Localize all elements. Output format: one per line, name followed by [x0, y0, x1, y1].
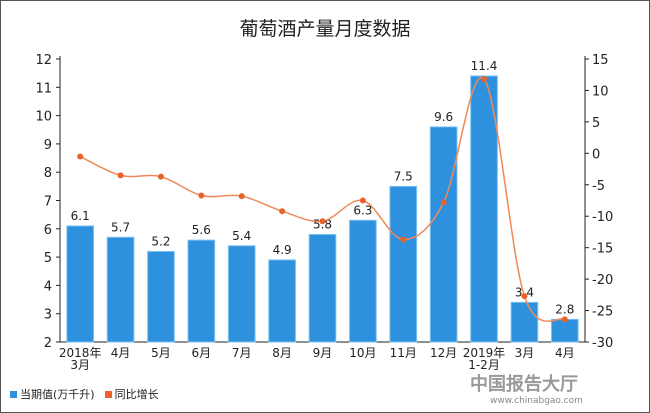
- watermark: 中国报告大厅 www.chinabgao.com: [470, 370, 583, 406]
- bar: [268, 259, 296, 343]
- x-tick-label: 4月: [111, 346, 131, 360]
- bar-label: 5.6: [192, 223, 211, 237]
- y2-tick-label: -10: [592, 210, 613, 225]
- growth-point: [77, 153, 84, 160]
- bar: [66, 225, 95, 343]
- legend-line[interactable]: 同比增长: [104, 386, 159, 402]
- y2-tick-label: -15: [592, 242, 613, 257]
- watermark-url: www.chinabgao.com: [490, 396, 583, 406]
- bar-label: 2.8: [555, 302, 574, 316]
- bar-label: 5.4: [232, 229, 251, 243]
- y-tick-label: 4: [44, 279, 52, 294]
- x-tick-label: 5月: [151, 346, 171, 360]
- growth-point: [440, 199, 447, 206]
- y2-tick-label: 5: [592, 116, 600, 131]
- y-tick-label: 6: [44, 223, 52, 238]
- bar: [147, 250, 175, 343]
- legend: 当期值(万千升) 同比增长: [10, 386, 159, 402]
- growth-point: [238, 193, 245, 200]
- x-tick-label: 2019年: [463, 346, 506, 360]
- growth-line: [79, 76, 566, 322]
- x-tick-label: 3月: [515, 346, 535, 360]
- growth-point: [521, 293, 528, 300]
- bar-label: 5.7: [111, 220, 130, 234]
- y-tick-label: 10: [35, 110, 52, 125]
- y2-tick-label: 10: [592, 84, 609, 99]
- y2-tick-label: 15: [592, 53, 609, 68]
- bar-label: 7.5: [394, 169, 413, 183]
- legend-bar-swatch: [10, 391, 17, 398]
- bar: [389, 185, 418, 343]
- y-tick-label: 12: [35, 53, 52, 68]
- y-tick-label: 3: [44, 308, 52, 323]
- y-tick-label: 9: [44, 138, 52, 153]
- y-tick-label: 5: [44, 251, 52, 266]
- x-tick-label: 8月: [272, 346, 292, 360]
- bar-label: 5.2: [151, 234, 170, 248]
- x-tick-label: 4月: [555, 346, 575, 360]
- x-tick-label: 1-2月: [468, 358, 500, 372]
- y2-tick-label: 0: [592, 147, 600, 162]
- bar-label: 6.3: [353, 203, 372, 217]
- y-tick-label: 8: [44, 166, 52, 181]
- bar: [106, 236, 135, 343]
- bar-label: 9.6: [434, 110, 453, 124]
- growth-point: [481, 76, 488, 83]
- watermark-name: 中国报告大厅: [470, 374, 578, 395]
- chart-title: 葡萄酒产量月度数据: [239, 18, 411, 40]
- bar-label: 11.4: [471, 59, 498, 73]
- growth-point: [319, 218, 326, 225]
- bar: [349, 219, 377, 343]
- legend-bar-label: 当期值(万千升): [20, 388, 95, 401]
- bar-label: 3.4: [515, 285, 534, 299]
- growth-point: [117, 172, 124, 179]
- growth-point: [400, 236, 407, 243]
- x-tick-label: 6月: [192, 346, 212, 360]
- y2-tick-label: -5: [592, 179, 605, 194]
- y-tick-label: 2: [44, 336, 52, 351]
- bar-label: 4.9: [273, 243, 292, 257]
- bar: [187, 239, 216, 343]
- y2-tick-label: -25: [592, 305, 613, 320]
- bar-label: 6.1: [71, 209, 90, 223]
- growth-point: [157, 173, 164, 180]
- x-tick-label: 3月: [70, 358, 90, 372]
- growth-point: [561, 316, 568, 323]
- bar: [470, 75, 498, 343]
- x-tick-label: 10月: [349, 346, 376, 360]
- y-tick-label: 7: [44, 195, 52, 210]
- y2-tick-label: -30: [592, 336, 613, 351]
- bar: [550, 318, 579, 343]
- y-tick-label: 11: [35, 81, 52, 96]
- bar: [510, 301, 539, 343]
- x-tick-label: 11月: [390, 346, 417, 360]
- legend-line-label: 同比增长: [114, 388, 159, 401]
- bar: [227, 245, 256, 343]
- x-tick-label: 12月: [430, 346, 457, 360]
- bar: [308, 233, 337, 343]
- bar: [429, 126, 458, 343]
- x-tick-label: 2018年: [59, 346, 102, 360]
- legend-line-swatch: [104, 391, 112, 398]
- y2-tick-label: -20: [592, 273, 613, 288]
- legend-bar[interactable]: 当期值(万千升): [10, 386, 95, 402]
- growth-point: [279, 208, 286, 215]
- x-tick-label: 9月: [313, 346, 333, 360]
- growth-point: [198, 192, 205, 199]
- x-tick-label: 7月: [232, 346, 252, 360]
- growth-point: [359, 197, 366, 204]
